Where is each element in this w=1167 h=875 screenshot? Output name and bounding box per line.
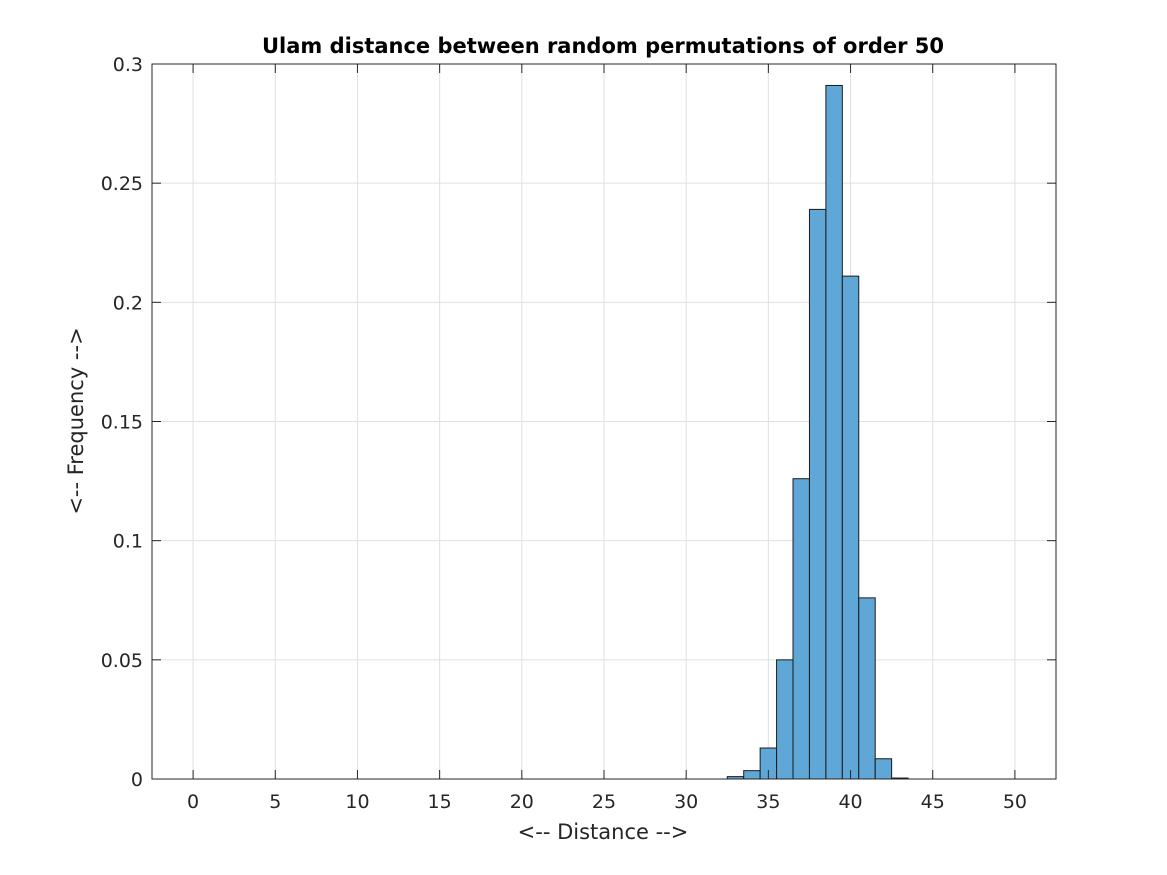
- y-tick-label: 0.2: [113, 292, 143, 314]
- x-tick-label: 35: [756, 791, 780, 813]
- x-tick-label: 25: [592, 791, 616, 813]
- x-tick-label: 30: [674, 791, 698, 813]
- y-axis-label: <-- Frequency -->: [64, 327, 88, 514]
- histogram-bars: [726, 84, 909, 780]
- x-tick-label: 10: [345, 791, 369, 813]
- x-tick-label: 20: [510, 791, 534, 813]
- x-tick-label: 0: [187, 791, 199, 813]
- histogram-bar: [776, 659, 794, 780]
- y-tick-label: 0.25: [101, 173, 143, 195]
- chart-title: Ulam distance between random permutation…: [262, 34, 944, 58]
- x-tick-label: 5: [269, 791, 281, 813]
- histogram-bar: [874, 758, 893, 780]
- y-tick-label: 0.3: [113, 54, 143, 76]
- x-tick-label: 15: [428, 791, 452, 813]
- histogram-bar: [743, 770, 761, 780]
- x-tick-label: 40: [838, 791, 862, 813]
- plot-area: 0 5 10 15 20 25 30 35 40 45 50 0 0.05 0.1 0.15 0.2 0.25…: [101, 54, 1057, 813]
- y-tick-label: 0.1: [113, 531, 143, 553]
- histogram-bar: [841, 275, 860, 780]
- y-tick-label: 0.05: [101, 650, 143, 672]
- y-tick-label: 0: [131, 769, 143, 791]
- x-tick-label: 50: [1003, 791, 1027, 813]
- x-tick-label: 45: [921, 791, 945, 813]
- y-tick-labels: 0 0.05 0.1 0.15 0.2 0.25 0.3: [101, 54, 143, 791]
- histogram-bar: [808, 208, 827, 780]
- histogram-bar: [825, 84, 843, 780]
- x-axis-label: <-- Distance -->: [518, 820, 689, 844]
- histogram-bar: [792, 478, 810, 780]
- y-tick-label: 0.15: [101, 412, 143, 434]
- histogram-bar: [858, 597, 876, 780]
- x-tick-labels: 0 5 10 15 20 25 30 35 40 45 50: [187, 791, 1027, 813]
- tick-marks: [152, 63, 1056, 780]
